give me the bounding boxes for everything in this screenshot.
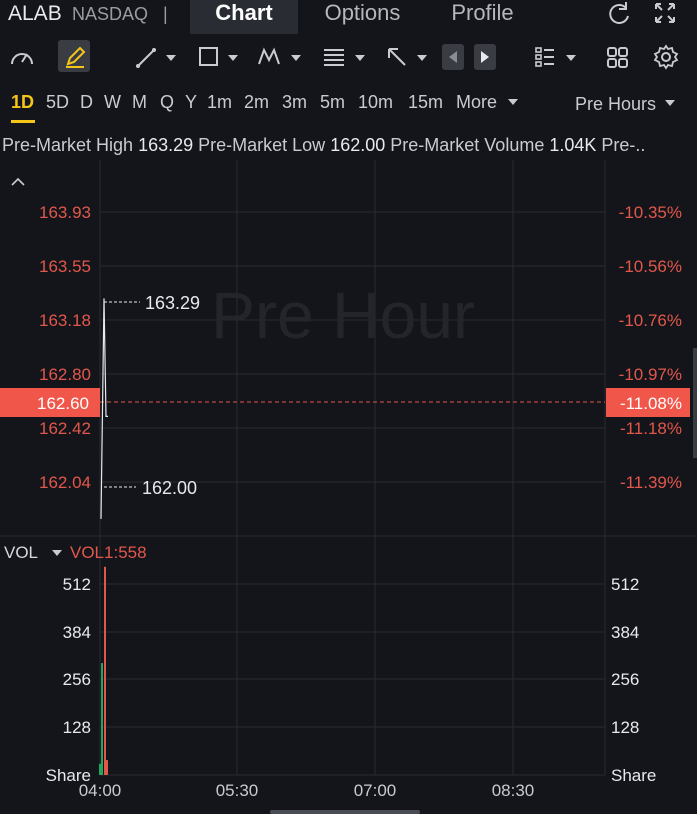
pct-tick: -10.97% [619, 365, 682, 384]
app-header [0, 0, 697, 34]
current-pct-badge [606, 388, 690, 417]
low-value: 162.00 [330, 135, 386, 155]
arrow-icon[interactable] [384, 44, 432, 70]
pct-tick: -11.39% [620, 473, 682, 492]
volume-title[interactable]: VOL [4, 543, 39, 562]
tab-options[interactable]: Options [324, 0, 401, 25]
time-tick: 08:30 [492, 781, 535, 800]
period-d[interactable]: D [80, 92, 93, 112]
vol-tick-right: 512 [611, 575, 639, 594]
volume-value: 1.04K [549, 135, 597, 155]
volume-indicator-value: VOL1:558 [70, 543, 147, 562]
period-3m[interactable]: 3m [282, 92, 308, 112]
header-separator: | [163, 4, 168, 24]
exchange-name: NASDAQ [72, 4, 149, 24]
current-pct-text: -11.08% [620, 394, 682, 413]
pct-tick: -11.18% [620, 419, 682, 438]
expand-icon[interactable] [652, 0, 682, 28]
vol-unit-right: Share [611, 766, 656, 785]
high-value: 163.29 [138, 135, 194, 155]
period-1d[interactable]: 1D [11, 92, 35, 112]
vol-tick-right: 384 [611, 623, 639, 642]
period-10m[interactable]: 10m [358, 92, 394, 112]
period-5m[interactable]: 5m [320, 92, 346, 112]
price-tick: 163.55 [39, 257, 91, 276]
price-tick: 162.04 [39, 473, 91, 492]
list-icon[interactable] [532, 44, 580, 70]
nav-right-icon [481, 51, 489, 63]
line-draw-icon[interactable] [134, 44, 178, 70]
high-label: Pre-Market High [2, 135, 134, 155]
chart-watermark: Pre Hour [211, 278, 475, 352]
more-caret-icon [508, 99, 518, 105]
price-scroll-handle[interactable] [693, 348, 697, 458]
vol-tick: 128 [63, 718, 91, 737]
pencil-icon[interactable] [62, 44, 88, 70]
gauge-icon[interactable] [8, 44, 36, 70]
current-price-badge [0, 388, 100, 417]
info-trailing: Pre-.. [601, 135, 646, 155]
pattern-icon[interactable] [256, 44, 304, 70]
vol-tick-right: 256 [611, 670, 639, 689]
nav-left-icon [449, 51, 457, 63]
volume-bar [104, 566, 106, 775]
volume-label: Pre-Market Volume [390, 135, 545, 155]
low-label: Pre-Market Low [198, 135, 326, 155]
price-tick: 162.42 [39, 419, 91, 438]
time-tick: 07:00 [354, 781, 397, 800]
session-caret-icon [665, 100, 675, 106]
period-2m[interactable]: 2m [244, 92, 270, 112]
pre-market-summary: Pre-Market High 163.29 Pre-Market Low 16… [2, 135, 645, 156]
price-tick: 162.80 [39, 365, 91, 384]
active-period-underline [11, 120, 35, 123]
collapse-icon[interactable] [11, 177, 25, 186]
vol-tick: 256 [63, 670, 91, 689]
price-tick: 163.93 [39, 203, 91, 222]
volume-bar [101, 663, 103, 775]
volume-bar [99, 763, 101, 775]
text-tool-icon[interactable] [320, 44, 368, 70]
high-marker-label: 163.29 [145, 293, 200, 313]
period-q[interactable]: Q [160, 92, 175, 112]
period-5d[interactable]: 5D [46, 92, 70, 112]
price-chart[interactable]: Pre Hour 163.93 163.55 163.18 162.80 162… [0, 160, 697, 814]
vol-tick: 384 [63, 623, 91, 642]
ticker-symbol: ALAB [8, 2, 62, 25]
tab-profile[interactable]: Profile [451, 0, 514, 25]
refresh-icon[interactable] [604, 0, 634, 28]
period-w[interactable]: W [104, 92, 121, 112]
period-15m[interactable]: 15m [408, 92, 444, 112]
period-y[interactable]: Y [185, 92, 198, 112]
session-selector[interactable]: Pre Hours [575, 94, 657, 114]
vol-tick-right: 128 [611, 718, 639, 737]
pct-tick: -10.76% [619, 311, 682, 330]
tab-chart[interactable]: Chart [190, 0, 298, 34]
vol-unit: Share [46, 766, 91, 785]
volume-bar [106, 760, 108, 775]
time-tick: 04:00 [79, 781, 122, 800]
time-tick: 05:30 [216, 781, 259, 800]
current-price-text: 162.60 [37, 394, 89, 413]
pct-tick: -10.56% [619, 257, 682, 276]
volume-caret-icon[interactable] [52, 550, 62, 556]
grid-icon[interactable] [604, 44, 632, 70]
price-tick: 163.18 [39, 311, 91, 330]
period-more[interactable]: More [456, 92, 498, 112]
period-m[interactable]: M [132, 92, 147, 112]
period-1m[interactable]: 1m [207, 92, 233, 112]
chart-grid [0, 160, 697, 776]
price-series-line [100, 298, 108, 519]
gear-icon[interactable] [652, 43, 680, 71]
time-scrollbar[interactable] [270, 810, 420, 814]
pct-tick: -10.35% [619, 203, 682, 222]
rectangle-icon[interactable] [196, 44, 242, 70]
low-marker-label: 162.00 [142, 478, 197, 498]
vol-tick: 512 [63, 575, 91, 594]
volume-bars [99, 566, 108, 775]
